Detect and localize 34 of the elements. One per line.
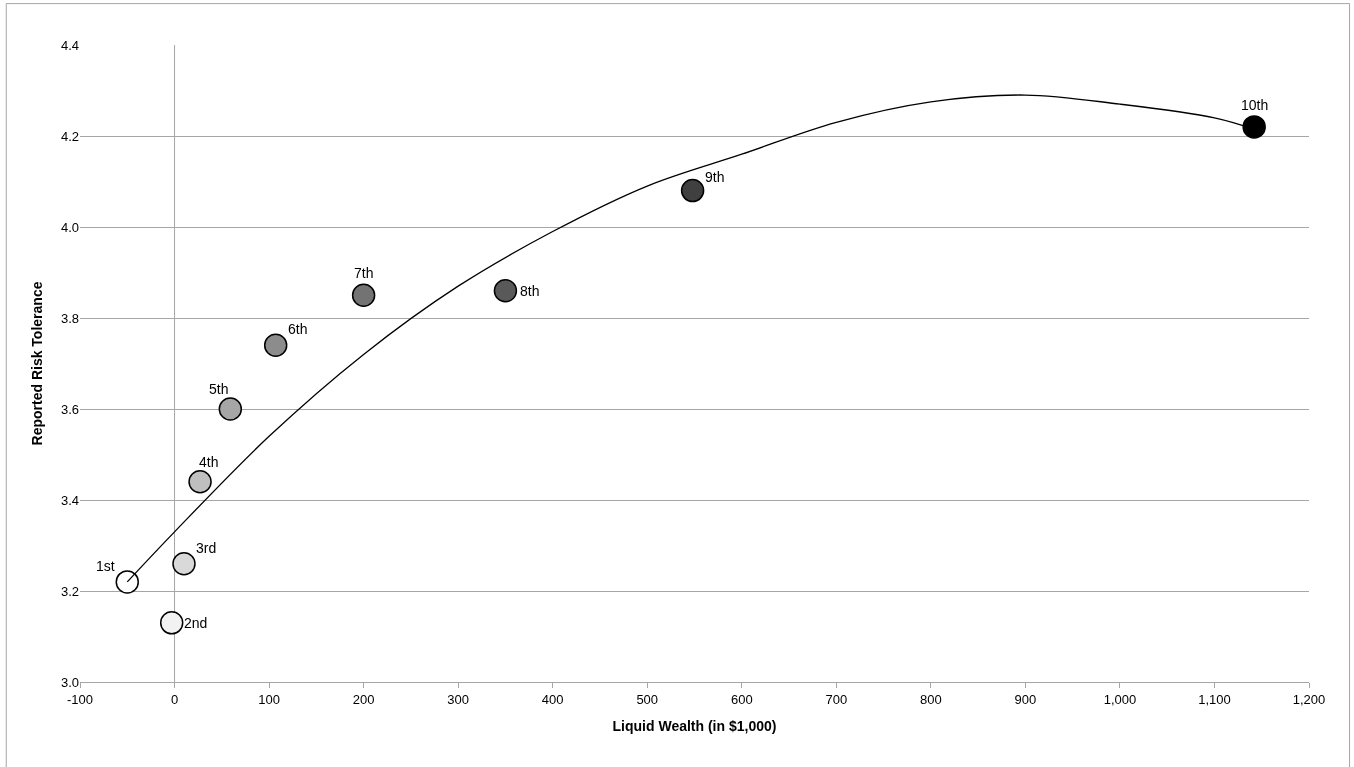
x-tick-label: 800 <box>920 691 942 707</box>
annotation: 3rd <box>196 540 217 556</box>
annotation: 10th <box>1241 97 1269 113</box>
y-tick-label: 3.8 <box>60 310 79 326</box>
x-tick-label: 0 <box>170 691 179 707</box>
annotation: 2nd <box>184 615 208 631</box>
annotation: 8th <box>520 283 540 299</box>
annotation: 4th <box>199 454 219 470</box>
y-tick-label: 3.4 <box>60 492 79 508</box>
y-tick-label: 3.6 <box>60 401 79 417</box>
x-tick-label: 500 <box>636 691 659 707</box>
y-tick-label: 3.0 <box>60 674 79 690</box>
x-tick-label: -100 <box>66 691 94 707</box>
annotation: 6th <box>288 321 308 337</box>
x-tick-label: 1,200 <box>1292 691 1326 707</box>
x-tick-label: 300 <box>447 691 469 707</box>
annotation: 5th <box>209 381 229 397</box>
x-tick-label: 400 <box>541 691 564 707</box>
y-tick-label: 4.0 <box>60 219 79 235</box>
y-tick-label: 4.4 <box>60 37 79 53</box>
y-tick-label: 3.2 <box>60 583 79 599</box>
y-tick-label: 4.2 <box>60 128 79 144</box>
x-tick-label: 1,100 <box>1198 691 1231 707</box>
x-axis-title: Liquid Wealth (in $1,000) <box>612 717 777 734</box>
annotation: 9th <box>705 169 725 185</box>
y-axis-title: Reported Risk Tolerance <box>28 281 45 446</box>
x-tick-label: 100 <box>258 691 280 707</box>
x-tick-label: 600 <box>730 691 753 707</box>
x-tick-label: 200 <box>352 691 375 707</box>
x-tick-label: 700 <box>825 691 848 707</box>
annotation: 7th <box>354 265 374 281</box>
x-tick-label: 900 <box>1014 691 1037 707</box>
x-tick-label: 1,000 <box>1103 691 1137 707</box>
annotation: 1st <box>96 558 115 574</box>
